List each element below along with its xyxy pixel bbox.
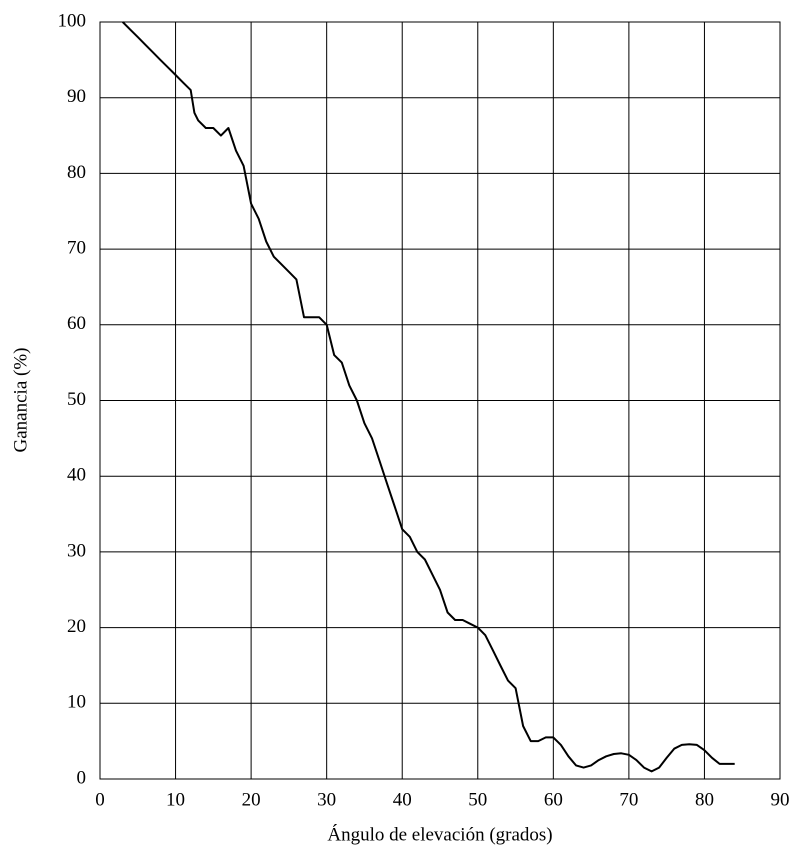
x-tick-label: 90: [771, 789, 790, 810]
y-axis-title: Ganancia (%): [10, 348, 31, 453]
y-tick-label: 30: [67, 540, 86, 561]
x-tick-label: 60: [544, 789, 563, 810]
y-tick-label: 60: [67, 313, 86, 334]
y-tick-label: 70: [67, 237, 86, 258]
y-tick-label: 50: [67, 389, 86, 410]
y-tick-label: 40: [67, 465, 86, 486]
x-tick-label: 0: [95, 789, 105, 810]
x-tick-label: 30: [317, 789, 336, 810]
data-line: [121, 21, 735, 773]
y-tick-label: 80: [67, 162, 86, 183]
y-tick-label: 20: [67, 616, 86, 637]
y-tick-label: 10: [67, 692, 86, 713]
x-tick-label: 10: [166, 789, 185, 810]
x-tick-label: 70: [619, 789, 638, 810]
y-tick-label: 100: [58, 10, 87, 31]
x-axis-title: Ángulo de elevación (grados): [327, 823, 552, 845]
y-tick-label: 90: [67, 86, 86, 107]
y-tick-label: 0: [77, 767, 87, 788]
x-tick-label: 20: [242, 789, 261, 810]
x-tick-label: 50: [468, 789, 487, 810]
x-tick-label: 80: [695, 789, 714, 810]
x-tick-label: 40: [393, 789, 412, 810]
